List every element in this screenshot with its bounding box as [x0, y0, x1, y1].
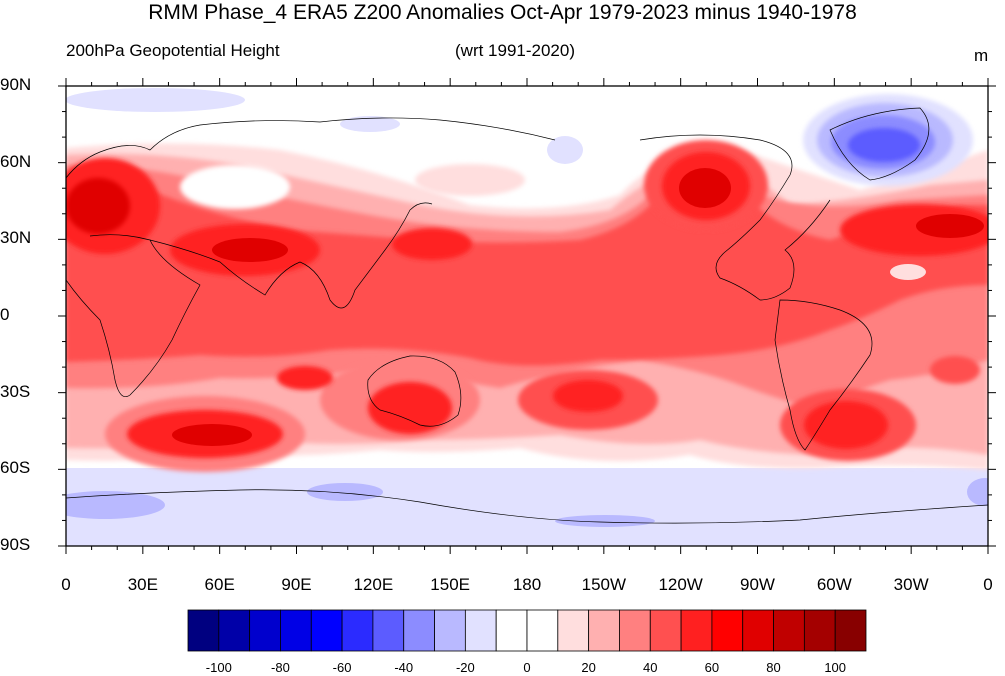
colorbar-tick-label: -40: [394, 660, 414, 675]
lat-label: 0: [0, 305, 10, 324]
colorbar-swatch: [249, 609, 281, 652]
colorbar-swatch: [711, 609, 744, 652]
lon-label: 150E: [430, 575, 471, 594]
colorbar-tick-label: -20: [455, 660, 475, 675]
colorbar-swatch: [680, 609, 713, 652]
lat-label: 60N: [0, 151, 32, 171]
colorbar-swatch: [834, 609, 867, 652]
colorbar-tick-label: -80: [271, 660, 290, 675]
lon-label: 60W: [816, 575, 852, 594]
lon-label: 90W: [740, 575, 775, 594]
colorbar-swatch: [619, 609, 651, 652]
lat-label: 90N: [0, 75, 32, 94]
colorbar-swatch: [280, 609, 312, 652]
lat-label: 30S: [0, 381, 31, 401]
variable-subtitle: 200hPa Geopotential Height: [66, 41, 280, 60]
colorbar-swatch: [495, 609, 528, 652]
colorbar-swatch: [464, 609, 497, 652]
colorbar-tick-label: 0: [523, 660, 531, 675]
colorbar-swatch: [372, 609, 405, 652]
reference-period-subtitle: (wrt 1991-2020): [455, 41, 576, 60]
lon-label: 120W: [658, 575, 703, 594]
lon-label: 60E: [204, 575, 235, 594]
lon-label: 30E: [127, 575, 158, 594]
colorbar-tick-label: 60: [704, 660, 720, 675]
lon-label: 0: [983, 575, 993, 594]
lat-label: 90S: [0, 535, 31, 554]
colorbar-swatch: [434, 609, 466, 652]
colorbar-swatch: [403, 609, 435, 652]
colorbar-tick-label: 80: [766, 660, 781, 675]
colorbar-swatch: [588, 609, 620, 652]
colorbar-swatch: [742, 609, 774, 652]
colorbar-tick-label: -100: [205, 660, 232, 675]
colorbar-swatch: [341, 609, 374, 652]
colorbar-swatch: [803, 609, 836, 652]
colorbar: [187, 609, 867, 652]
lon-label: 0: [61, 575, 71, 594]
lon-label: 150W: [581, 575, 627, 594]
colorbar-tick-label: 100: [824, 660, 847, 675]
colorbar-swatch: [649, 609, 682, 652]
colorbar-tick-label: -60: [332, 660, 352, 675]
colorbar-swatch: [557, 609, 590, 652]
colorbar-tick-label: 20: [581, 660, 596, 675]
colorbar-swatch: [218, 609, 251, 652]
lon-label: 180: [512, 575, 542, 594]
lon-label: 30W: [893, 575, 929, 594]
colorbar-swatch: [310, 609, 343, 652]
colorbar-tick-label: 40: [643, 660, 658, 675]
colorbar-swatch: [773, 609, 805, 652]
units-label: m: [974, 46, 989, 65]
lat-label: 60S: [0, 458, 31, 478]
chart-title: RMM Phase_4 ERA5 Z200 Anomalies Oct-Apr …: [148, 1, 857, 24]
lon-label: 90E: [281, 575, 312, 594]
colorbar-swatch: [526, 609, 559, 652]
lat-label: 30N: [0, 228, 32, 248]
coastlines: [66, 107, 988, 524]
colorbar-swatch: [187, 609, 220, 652]
shading-layer: [66, 86, 988, 546]
lon-label: 120E: [353, 575, 394, 594]
axis-ticks: [58, 78, 996, 554]
